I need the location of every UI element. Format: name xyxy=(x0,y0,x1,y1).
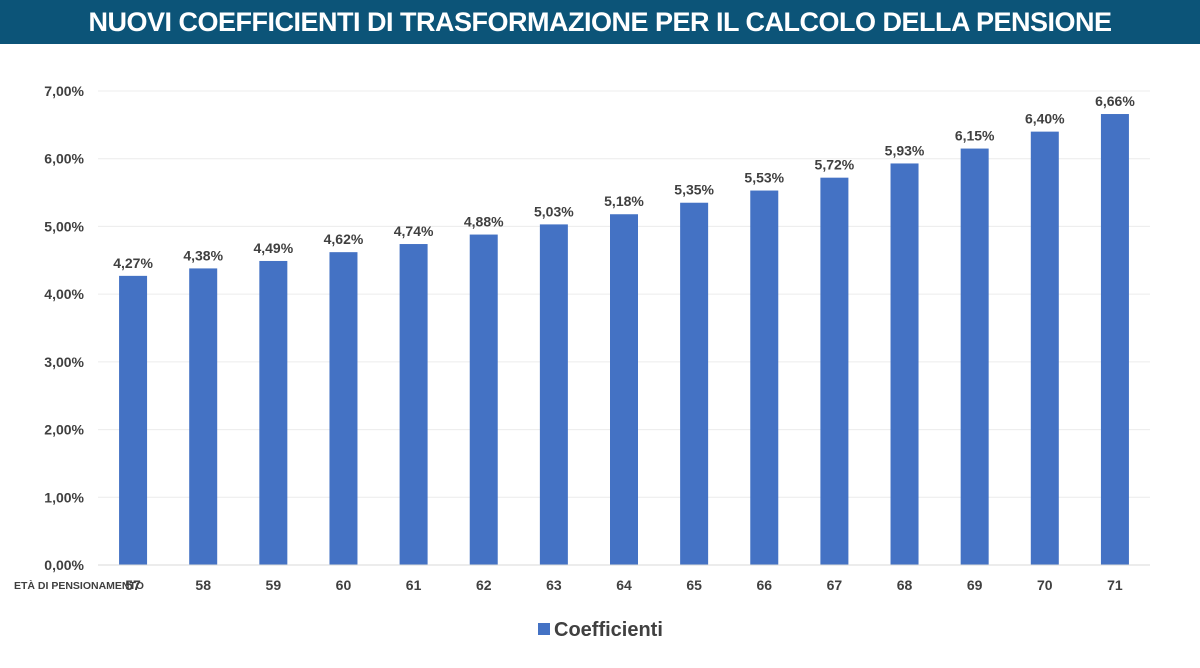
data-label: 4,27% xyxy=(113,255,153,271)
bar xyxy=(399,244,428,565)
x-tick-label: 66 xyxy=(756,577,772,593)
x-tick-label: 68 xyxy=(897,577,913,593)
bar xyxy=(469,234,498,565)
data-label: 6,66% xyxy=(1095,93,1135,109)
bar xyxy=(259,260,288,565)
y-tick-label: 0,00% xyxy=(44,557,84,573)
data-labels: 4,27% 4,38% 4,49% 4,62% 4,74% 4,88% 5,03% 5,18%… xyxy=(113,93,1135,271)
title-bar: NUOVI COEFFICIENTI DI TRASFORMAZIONE PER… xyxy=(0,0,1200,44)
data-label: 6,15% xyxy=(955,128,995,144)
y-axis-tick-labels: 0,00% 1,00% 2,00% 3,00% 4,00% 5,00% 6,00% 7,00% xyxy=(44,83,84,573)
legend: Coefficienti xyxy=(538,619,663,641)
bar xyxy=(539,224,568,565)
x-tick-label: 60 xyxy=(336,577,352,593)
y-tick-label: 2,00% xyxy=(44,422,84,438)
y-tick-label: 6,00% xyxy=(44,151,84,167)
data-label: 5,35% xyxy=(674,182,714,198)
x-axis-title: ETÀ DI PENSIONAMENTO xyxy=(14,579,144,592)
data-label: 4,74% xyxy=(394,223,434,239)
legend-label: Coefficienti xyxy=(554,619,663,641)
bar xyxy=(680,202,709,565)
data-label: 5,03% xyxy=(534,203,574,219)
bar xyxy=(329,252,358,565)
x-tick-label: 58 xyxy=(195,577,211,593)
bar xyxy=(610,214,638,566)
data-label: 4,62% xyxy=(324,231,364,247)
x-tick-label: 67 xyxy=(827,577,843,593)
x-tick-label: 69 xyxy=(967,577,983,593)
x-tick-label: 65 xyxy=(686,577,702,593)
y-tick-label: 1,00% xyxy=(44,489,84,505)
x-tick-label: 62 xyxy=(476,577,492,593)
y-tick-label: 3,00% xyxy=(44,354,84,370)
chart-title: NUOVI COEFFICIENTI DI TRASFORMAZIONE PER… xyxy=(88,6,1112,37)
data-label: 4,88% xyxy=(464,214,504,230)
bars xyxy=(119,114,1129,566)
x-tick-label: 71 xyxy=(1107,577,1123,593)
x-tick-label: 57 xyxy=(125,577,141,593)
y-tick-label: 4,00% xyxy=(44,286,84,302)
bar xyxy=(820,177,849,565)
data-label: 5,93% xyxy=(885,142,925,158)
y-tick-label: 5,00% xyxy=(44,218,84,234)
bar xyxy=(119,275,148,565)
bar xyxy=(1100,114,1129,565)
data-label: 4,49% xyxy=(253,240,293,256)
data-label: 4,38% xyxy=(183,247,223,263)
x-tick-label: 64 xyxy=(616,577,632,593)
data-label: 5,18% xyxy=(604,193,644,209)
x-tick-label: 61 xyxy=(406,577,422,593)
data-label: 6,40% xyxy=(1025,111,1065,127)
x-tick-label: 59 xyxy=(266,577,282,593)
x-tick-label: 70 xyxy=(1037,577,1053,593)
bar xyxy=(189,268,218,565)
bar xyxy=(890,163,919,565)
x-tick-label: 63 xyxy=(546,577,562,593)
y-tick-label: 7,00% xyxy=(44,83,84,99)
bar xyxy=(960,148,989,566)
bar xyxy=(750,190,779,566)
data-label: 5,53% xyxy=(744,170,784,186)
data-label: 5,72% xyxy=(815,157,855,173)
x-axis-tick-labels: 57 58 59 60 61 62 63 64 65 66 67 68 69 70 71 xyxy=(125,577,1123,593)
legend-swatch xyxy=(538,623,550,635)
bar xyxy=(1030,131,1059,565)
